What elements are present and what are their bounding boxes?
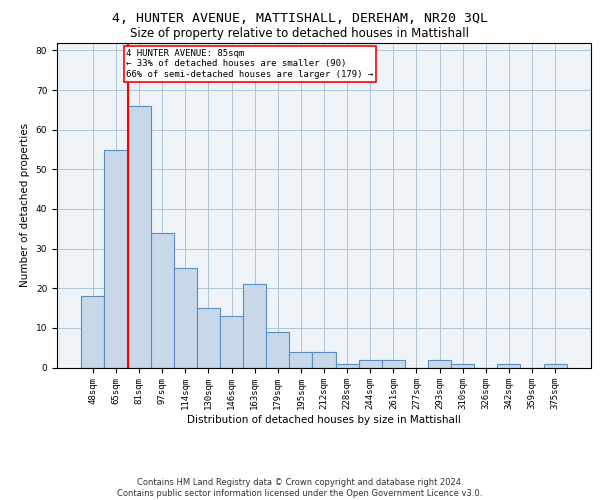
Bar xyxy=(81,296,104,368)
Bar xyxy=(289,352,313,368)
Text: Size of property relative to detached houses in Mattishall: Size of property relative to detached ho… xyxy=(131,26,470,40)
Bar xyxy=(220,316,243,368)
Bar xyxy=(382,360,405,368)
Text: 4 HUNTER AVENUE: 85sqm
← 33% of detached houses are smaller (90)
66% of semi-det: 4 HUNTER AVENUE: 85sqm ← 33% of detached… xyxy=(127,49,374,79)
Bar xyxy=(497,364,520,368)
Bar xyxy=(544,364,567,368)
Text: 4, HUNTER AVENUE, MATTISHALL, DEREHAM, NR20 3QL: 4, HUNTER AVENUE, MATTISHALL, DEREHAM, N… xyxy=(112,12,488,26)
Bar xyxy=(335,364,359,368)
Bar xyxy=(266,332,289,368)
Bar xyxy=(151,232,174,368)
Bar xyxy=(359,360,382,368)
Bar xyxy=(128,106,151,368)
Bar xyxy=(313,352,335,368)
X-axis label: Distribution of detached houses by size in Mattishall: Distribution of detached houses by size … xyxy=(187,415,461,425)
Y-axis label: Number of detached properties: Number of detached properties xyxy=(20,123,30,287)
Text: Contains HM Land Registry data © Crown copyright and database right 2024.
Contai: Contains HM Land Registry data © Crown c… xyxy=(118,478,482,498)
Bar xyxy=(243,284,266,368)
Bar xyxy=(104,150,128,368)
Bar xyxy=(428,360,451,368)
Bar xyxy=(197,308,220,368)
Bar xyxy=(451,364,474,368)
Bar xyxy=(174,268,197,368)
